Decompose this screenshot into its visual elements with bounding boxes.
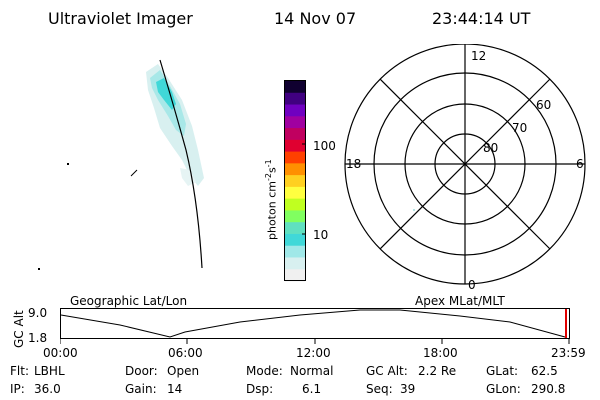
mlt-label-6: 6 <box>576 157 584 171</box>
observation-date: 14 Nov 07 <box>274 9 357 28</box>
x-tick-2: 12:00 <box>296 346 331 360</box>
colorbar-segment <box>285 186 305 200</box>
ip-value: 36.0 <box>34 382 61 396</box>
orbit-y-max: 9.0 <box>28 306 48 320</box>
observation-time: 23:44:14 UT <box>432 9 531 28</box>
instrument-title: Ultraviolet Imager <box>48 9 193 28</box>
colorbar-segment <box>285 92 305 106</box>
colorbar-segment <box>285 81 305 94</box>
colorbar-segment <box>285 269 305 282</box>
x-tick-1: 06:00 <box>168 346 203 360</box>
lat-label-70: 70 <box>512 121 527 135</box>
orbit-altitude-curve <box>60 309 566 338</box>
colorbar-segment <box>285 139 305 153</box>
orbit-right-label: Apex MLat/MLT <box>415 294 505 308</box>
colorbar-segment <box>285 128 305 141</box>
colorbar-tick-10: 10 <box>313 228 329 242</box>
colorbar-segment <box>285 198 305 211</box>
dot-marker <box>38 268 40 270</box>
colorbar-label: photon cm-2s-1 <box>264 159 279 240</box>
colorbar-segment <box>285 163 305 176</box>
x-tick-4: 23:59 <box>551 346 586 360</box>
door-value: Open <box>167 364 200 378</box>
limb-curve <box>159 59 203 269</box>
glat-label: GLat: <box>486 364 519 378</box>
colorbar-segment <box>285 104 305 117</box>
tick-mark <box>130 169 138 177</box>
colorbar-segment <box>285 222 305 235</box>
filter-label: Flt: <box>10 364 29 378</box>
colorbar-segment <box>285 245 305 258</box>
mlt-label-12: 12 <box>471 49 486 63</box>
orbit-altitude-plot <box>60 308 570 344</box>
orbit-y-axis-label: GC Alt <box>12 310 26 348</box>
gain-label: Gain: <box>125 382 157 396</box>
filter-value: LBHL <box>34 364 65 378</box>
glat-value: 62.5 <box>531 364 558 378</box>
gcalt-value: 2.2 Re <box>418 364 457 378</box>
mode-label: Mode: <box>246 364 283 378</box>
colorbar-segment <box>285 175 305 188</box>
auroral-emission <box>146 64 204 186</box>
orbit-y-min: 1.8 <box>28 331 48 345</box>
x-tick-0: 00:00 <box>43 346 78 360</box>
colorbar-segment <box>285 116 305 129</box>
lat-label-80: 80 <box>483 141 498 155</box>
colorbar-segment <box>285 257 305 270</box>
colorbar-segment <box>285 151 305 164</box>
color-scale-bar <box>284 80 306 282</box>
gcalt-label: GC Alt: <box>366 364 408 378</box>
mlt-label-18: 18 <box>346 157 361 171</box>
glon-value: 290.8 <box>531 382 566 396</box>
mlt-label-0: 0 <box>468 278 476 292</box>
ip-label: IP: <box>10 382 25 396</box>
lat-label-60: 60 <box>536 98 551 112</box>
seq-label: Seq: <box>366 382 393 396</box>
door-label: Door: <box>125 364 158 378</box>
dot-marker <box>67 163 69 165</box>
orbit-left-label: Geographic Lat/Lon <box>70 294 188 308</box>
dsp-value: 6.1 <box>302 382 322 396</box>
colorbar-tick-100: 100 <box>313 139 336 153</box>
dsp-label: Dsp: <box>246 382 274 396</box>
mode-value: Normal <box>290 364 334 378</box>
gain-value: 14 <box>167 382 183 396</box>
x-tick-3: 18:00 <box>423 346 458 360</box>
seq-value: 39 <box>400 382 416 396</box>
glon-label: GLon: <box>486 382 521 396</box>
colorbar-segment <box>285 210 305 223</box>
colorbar-segment <box>285 233 305 247</box>
polar-mlt-plot: 12 18 6 0 60 70 80 <box>344 44 586 292</box>
